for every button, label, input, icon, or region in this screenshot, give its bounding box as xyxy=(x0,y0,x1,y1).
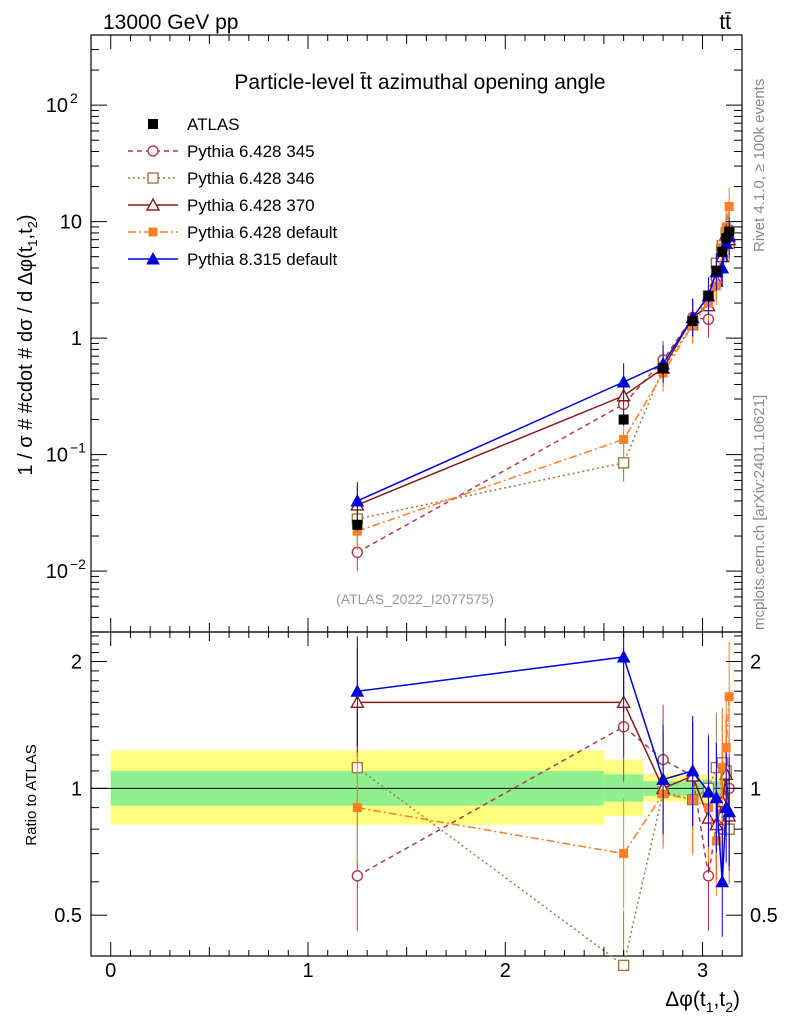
ratio-tick-label-right: 0.5 xyxy=(750,905,778,927)
y-tick-label: 10 xyxy=(60,212,82,234)
series-line xyxy=(357,235,730,502)
legend-label: Pythia 6.428 346 xyxy=(187,169,315,188)
ratio-point xyxy=(352,803,362,813)
x-tick-label: 2 xyxy=(500,960,511,982)
y-axis-title: 1 / σ # #cdot # dσ / d Δφ(t1,t2) xyxy=(15,214,40,475)
atlas-point xyxy=(703,290,714,301)
series-4 xyxy=(350,217,737,520)
ratio-plot-panel xyxy=(90,631,743,972)
svg-text:1 / σ # #cdot # dσ / d Δφ(t1,t: 1 / σ # #cdot # dσ / d Δφ(t1,t2) xyxy=(15,214,40,475)
legend-marker xyxy=(148,227,158,237)
series-point xyxy=(724,201,734,211)
legend-label: Pythia 6.428 370 xyxy=(187,196,315,215)
legend: ATLAS Pythia 6.428 345 Pythia 6.428 346 Pyt… xyxy=(128,115,338,269)
ratio-point xyxy=(715,874,730,888)
legend-label: Pythia 8.315 default xyxy=(187,250,338,269)
svg-text:Δφ(t1,t2): Δφ(t1,t2) xyxy=(665,988,740,1015)
series-0 xyxy=(351,211,735,572)
series-point xyxy=(350,493,365,507)
ratio-point xyxy=(617,959,630,972)
series-point xyxy=(617,457,630,469)
svg-text:Ratio to ATLAS: Ratio to ATLAS xyxy=(23,744,40,845)
ratio-point xyxy=(350,684,365,697)
ratio-tick-label: 1 xyxy=(71,778,82,800)
legend-marker xyxy=(145,197,161,211)
series-line xyxy=(356,229,730,553)
ratio-point xyxy=(656,772,670,785)
ratio-point xyxy=(351,870,364,882)
atlas-point xyxy=(618,414,629,425)
ratio-tick-label-right: 1 xyxy=(750,778,761,800)
ratio-tick-label: 0.5 xyxy=(54,905,82,927)
legend-marker xyxy=(147,172,159,184)
ratio-point xyxy=(685,763,700,777)
atlas-point xyxy=(724,226,735,237)
ratio-point xyxy=(722,804,737,818)
ratio-point xyxy=(701,784,716,798)
legend-marker xyxy=(147,145,159,157)
chart-title: Particle-level t̄t azimuthal opening ang… xyxy=(234,71,605,94)
atlas-point xyxy=(717,246,728,257)
ratio-plot-frame xyxy=(90,631,743,957)
rivet-label: Rivet 4.1.0, ≥ 100k events xyxy=(751,79,768,252)
atlas-point xyxy=(721,233,732,244)
atlas-point xyxy=(711,265,722,276)
ratio-point xyxy=(724,692,734,702)
atlas-point xyxy=(658,363,669,374)
watermark-label: (ATLAS_2022_I2077575) xyxy=(336,591,494,607)
ratio-point xyxy=(717,763,727,773)
y-tick-exponent: 2 xyxy=(70,90,78,106)
y-tick-label: 10 xyxy=(46,561,68,583)
ratio-point xyxy=(616,649,631,663)
legend-marker xyxy=(148,119,158,129)
mcplots-label: mcplots.cern.ch [arXiv:2401.10621] xyxy=(751,395,768,630)
legend-label: Pythia 6.428 default xyxy=(187,223,338,242)
ratio-series-4 xyxy=(350,632,737,937)
legend-label: ATLAS xyxy=(187,115,240,134)
series-3 xyxy=(352,187,734,550)
y-tick-exponent: −2 xyxy=(70,556,86,572)
x-tick-label: 0 xyxy=(105,960,116,982)
y-tick-exponent: −1 xyxy=(70,440,86,456)
ratio-tick-label: 2 xyxy=(71,652,82,674)
ratio-point xyxy=(709,790,724,804)
y-tick-label: 10 xyxy=(46,95,68,117)
y-tick-label: 10 xyxy=(46,445,68,467)
main-plot-panel xyxy=(90,34,743,633)
series-point xyxy=(619,434,629,444)
x-tick-label: 3 xyxy=(697,960,708,982)
atlas-point xyxy=(352,519,363,530)
atlas-data xyxy=(352,225,735,531)
ratio-tick-label-right: 2 xyxy=(750,652,761,674)
y-tick-label: 1 xyxy=(71,328,82,350)
ratio-series-line xyxy=(356,725,730,877)
legend-marker xyxy=(146,251,160,265)
ratio-point xyxy=(721,743,731,753)
energy-label: 13000 GeV pp xyxy=(103,11,238,34)
ratio-y-axis-title: Ratio to ATLAS xyxy=(23,744,40,845)
x-tick-label: 1 xyxy=(302,960,313,982)
series-1 xyxy=(351,214,735,538)
x-axis-title: Δφ(t1,t2) xyxy=(665,988,740,1015)
atlas-point xyxy=(687,316,698,327)
series-line xyxy=(357,231,730,506)
process-label: tt̄ xyxy=(719,11,731,34)
legend-label: Pythia 6.428 345 xyxy=(187,142,315,161)
series-point xyxy=(616,374,631,388)
ratio-point xyxy=(619,849,629,859)
